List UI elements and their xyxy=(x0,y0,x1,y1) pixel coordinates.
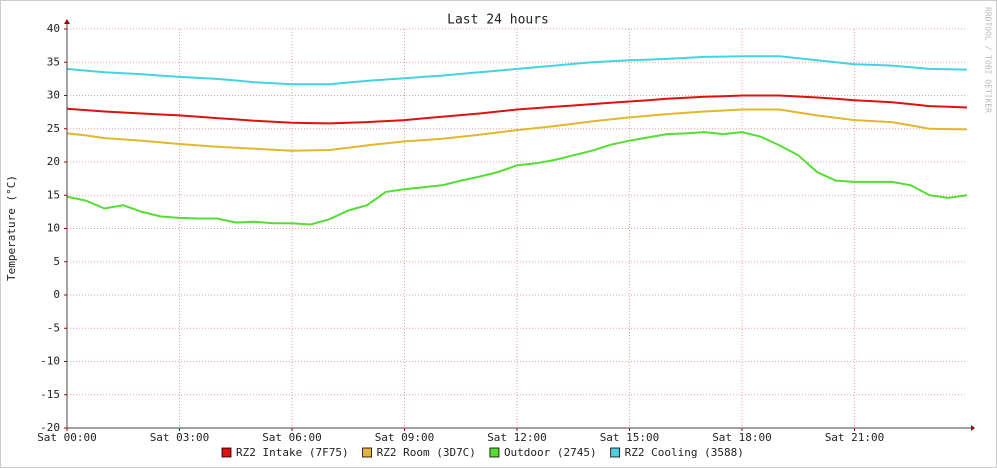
y-arrow xyxy=(64,19,70,24)
y-tick-label: 35 xyxy=(47,55,60,68)
y-tick-label: 30 xyxy=(47,89,60,102)
y-tick-label: 15 xyxy=(47,188,60,201)
y-tick-label: -5 xyxy=(47,321,60,334)
watermark: RRDTOOL / TOBI OETIKER xyxy=(984,7,993,113)
x-tick-label: Sat 00:00 xyxy=(37,431,97,444)
legend: RZ2 Intake (7F75) RZ2 Room (3D7C) Outdoor … xyxy=(221,446,744,459)
series-line xyxy=(66,55,968,86)
y-tick-label: 10 xyxy=(47,222,60,235)
series-line xyxy=(66,94,968,125)
y-tick-label: -15 xyxy=(40,388,60,401)
y-tick-label: -20 xyxy=(40,421,60,434)
x-tick-label: Sat 12:00 xyxy=(487,431,547,444)
x-tick-label: Sat 09:00 xyxy=(375,431,435,444)
legend-swatch xyxy=(221,447,232,458)
x-tick-label: Sat 03:00 xyxy=(150,431,210,444)
legend-swatch xyxy=(610,447,621,458)
series-line xyxy=(66,131,968,226)
y-tick-label: 0 xyxy=(53,288,60,301)
legend-label: RZ2 Cooling (3588) xyxy=(625,446,744,459)
legend-label: Outdoor (2745) xyxy=(504,446,597,459)
lines xyxy=(66,55,968,226)
y-tick-label: 20 xyxy=(47,155,60,168)
x-tick-label: Sat 06:00 xyxy=(262,431,322,444)
legend-label: RZ2 Room (3D7C) xyxy=(377,446,476,459)
y-tick-label: 40 xyxy=(47,22,60,35)
chart-title: Last 24 hours xyxy=(447,13,549,28)
y-tick-label: 5 xyxy=(53,255,60,268)
legend-swatch xyxy=(489,447,500,458)
y-tick-label: 25 xyxy=(47,122,60,135)
legend-label: RZ2 Intake (7F75) xyxy=(236,446,349,459)
x-tick-label: Sat 21:00 xyxy=(825,431,885,444)
x-tick-label: Sat 15:00 xyxy=(600,431,660,444)
y-tick-label: -10 xyxy=(40,355,60,368)
series-line xyxy=(66,108,968,152)
x-arrow xyxy=(971,425,975,431)
y-axis-label: Temperature (°C) xyxy=(5,175,18,281)
legend-swatch xyxy=(362,447,372,458)
x-tick-label: Sat 18:00 xyxy=(712,431,772,444)
